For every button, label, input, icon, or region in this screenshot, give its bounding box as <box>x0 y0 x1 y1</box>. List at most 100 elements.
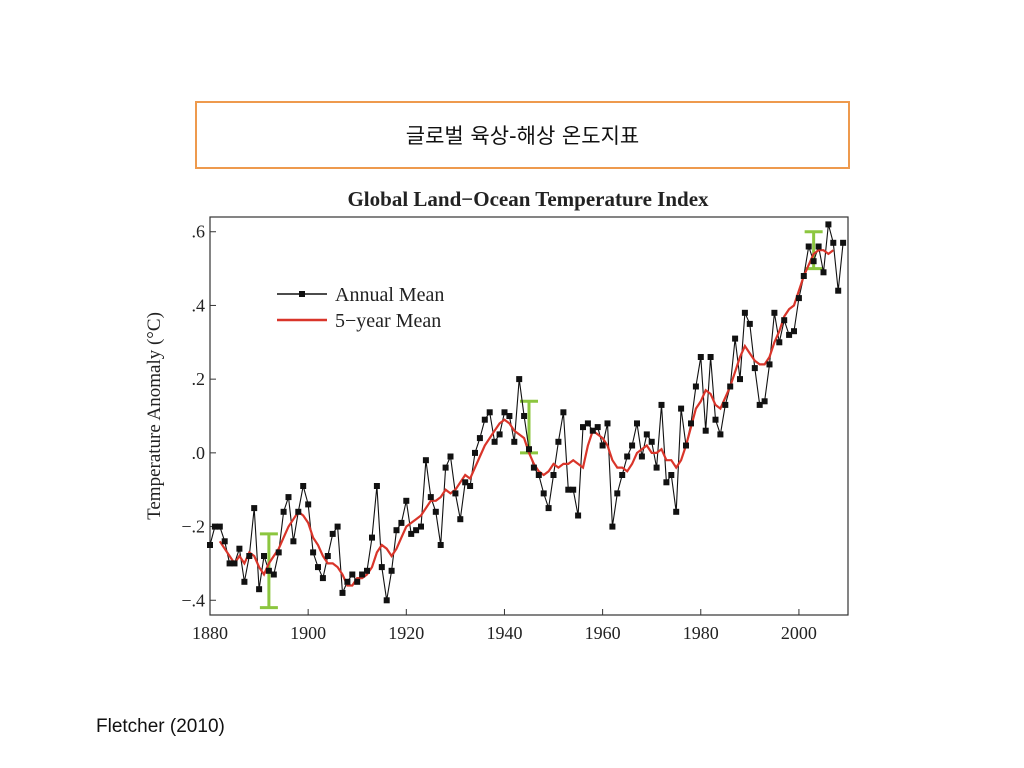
annual-mean-point <box>349 571 356 578</box>
series-layer <box>207 221 847 604</box>
annual-mean-point <box>216 523 223 530</box>
annual-mean-point <box>692 383 699 390</box>
annual-mean-point <box>447 453 454 460</box>
legend-annual-marker <box>299 291 305 297</box>
annual-mean-point <box>727 383 734 390</box>
annual-mean-point <box>207 542 213 548</box>
annual-mean-point <box>393 527 400 534</box>
annual-mean-point <box>378 564 385 571</box>
annual-mean-point <box>771 309 778 316</box>
annual-mean-point <box>648 438 655 445</box>
annual-mean-point <box>565 486 572 493</box>
annual-mean-point <box>584 420 591 427</box>
annual-mean-point <box>275 549 282 556</box>
annual-mean-point <box>422 457 429 464</box>
annual-mean-point <box>555 438 562 445</box>
axes: .6 .4 .2 .0 −.2 −.4 1880 1900 1920 1940 1960 1980 20… <box>181 222 817 643</box>
annual-mean-point <box>526 446 532 453</box>
y-tick-label: .4 <box>192 295 206 315</box>
annual-mean-point <box>280 508 287 515</box>
annual-mean-point <box>432 508 439 515</box>
annual-mean-point <box>295 508 302 515</box>
annual-mean-point <box>535 472 542 478</box>
annual-mean-point <box>256 586 263 593</box>
annual-mean-point <box>835 287 842 294</box>
annual-mean-point <box>810 258 817 265</box>
annual-mean-point <box>550 472 557 478</box>
chart-title: Global Land−Ocean Temperature Index <box>347 187 709 211</box>
annual-mean-point <box>383 597 390 604</box>
annual-mean-point <box>530 464 537 471</box>
annual-mean-point <box>609 523 616 530</box>
annual-mean-point <box>795 295 802 302</box>
annual-mean-point <box>624 453 631 460</box>
annual-mean-point <box>339 589 346 596</box>
annual-mean-point <box>418 523 424 530</box>
annual-mean-point <box>334 523 341 530</box>
annual-mean-point <box>638 453 645 460</box>
annual-mean-point <box>678 405 685 412</box>
annual-mean-point <box>634 420 640 427</box>
annual-mean-point <box>319 575 326 582</box>
annual-mean-point <box>501 409 508 416</box>
annual-mean-line <box>209 224 844 601</box>
annual-mean-point <box>663 479 670 486</box>
annual-mean-point <box>472 449 478 456</box>
slide-title-box: 글로벌 육상-해상 온도지표 <box>195 101 850 169</box>
y-tick-label: .6 <box>192 222 206 242</box>
annual-mean-point <box>506 413 513 419</box>
annual-mean-point <box>261 553 267 559</box>
annual-mean-point <box>388 567 395 574</box>
annual-mean-point <box>830 239 837 246</box>
annual-mean-point <box>756 401 763 408</box>
annual-mean-point <box>658 401 665 408</box>
plot-frame <box>209 216 849 616</box>
annual-mean-point <box>570 486 577 493</box>
annual-mean-point <box>310 549 317 556</box>
annual-mean-point <box>265 567 272 574</box>
y-tick-label: −.2 <box>181 517 205 537</box>
annual-mean-point <box>619 472 626 478</box>
annual-mean-point <box>521 413 528 419</box>
annual-mean-point <box>673 508 680 515</box>
annual-mean-point <box>697 354 704 360</box>
annual-mean-point <box>246 553 253 559</box>
annual-mean-point <box>437 542 444 548</box>
annual-mean-point <box>427 494 434 501</box>
x-tick-label: 2000 <box>781 623 817 643</box>
annual-mean-point <box>442 464 449 471</box>
annual-mean-point <box>398 519 405 526</box>
annual-mean-point <box>741 309 748 316</box>
annual-mean-point <box>643 431 650 438</box>
annual-mean-point <box>668 472 675 478</box>
annual-mean-point <box>315 564 321 571</box>
annual-mean-point <box>403 497 410 504</box>
source-caption: Fletcher (2010) <box>96 716 225 737</box>
annual-mean-point <box>722 401 729 408</box>
annual-mean-point <box>805 243 812 250</box>
annual-mean-point <box>359 571 366 578</box>
annual-mean-point <box>364 567 370 574</box>
annual-mean-point <box>221 538 228 545</box>
y-tick-label: .2 <box>192 369 206 389</box>
annual-mean-point <box>594 424 601 431</box>
annual-mean-point <box>324 553 331 559</box>
annual-mean-point <box>231 560 238 567</box>
x-tick-label: 1940 <box>486 623 522 643</box>
annual-mean-point <box>226 560 233 567</box>
legend-annual-label: Annual Mean <box>335 284 444 306</box>
annual-mean-point <box>737 376 743 383</box>
annual-mean-point <box>746 320 753 327</box>
annual-mean-point <box>614 490 621 497</box>
annual-mean-point <box>599 442 606 449</box>
annual-mean-point <box>786 331 793 338</box>
annual-mean-point <box>300 483 307 489</box>
annual-mean-point <box>717 431 724 438</box>
annual-mean-point <box>373 483 380 489</box>
annual-mean-point <box>545 505 552 512</box>
x-tick-label: 1920 <box>388 623 424 643</box>
annual-mean-point <box>486 409 493 416</box>
y-axis-label: Temperature Anomaly (°C) <box>144 312 165 520</box>
annual-mean-point <box>580 424 586 431</box>
annual-mean-point <box>820 269 827 276</box>
